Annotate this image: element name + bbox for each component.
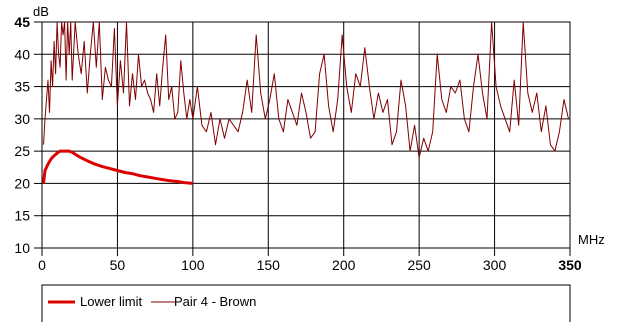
legend-label-pair-4: Pair 4 - Brown — [174, 294, 256, 309]
y-tick-label: 10 — [14, 240, 30, 256]
x-tick-label: 200 — [332, 257, 356, 273]
y-tick-label: 25 — [14, 143, 30, 159]
x-tick-label: 250 — [407, 257, 431, 273]
x-tick-label: 350 — [558, 257, 582, 273]
series-line-lower-limit — [42, 149, 194, 185]
legend-box — [41, 284, 571, 322]
x-tick-label: 300 — [483, 257, 507, 273]
legend-label-lower-limit: Lower limit — [80, 294, 143, 309]
y-tick-label: 40 — [14, 46, 30, 62]
grid-lines — [34, 21, 571, 256]
y-tick-label: 35 — [14, 79, 30, 95]
plot-frame — [41, 21, 571, 249]
y-axis-unit: dB — [33, 4, 49, 19]
x-axis-unit: MHz — [578, 232, 605, 247]
y-tick-label: 30 — [14, 111, 30, 127]
x-tick-label: 0 — [38, 257, 46, 273]
legend: Lower limit Pair 4 - Brown — [41, 284, 571, 322]
x-tick-label: 100 — [181, 257, 205, 273]
y-tick-label: 45 — [14, 14, 30, 30]
series-line-pair-4 — [43, 22, 569, 159]
tick-labels: 10 15 20 25 30 35 40 45 0 50 100 150 200 250 300 350 — [14, 14, 581, 273]
x-tick-label: 50 — [110, 257, 126, 273]
y-tick-label: 15 — [14, 208, 30, 224]
x-tick-label: 150 — [257, 257, 281, 273]
y-tick-label: 20 — [14, 175, 30, 191]
plot-area — [42, 22, 569, 185]
